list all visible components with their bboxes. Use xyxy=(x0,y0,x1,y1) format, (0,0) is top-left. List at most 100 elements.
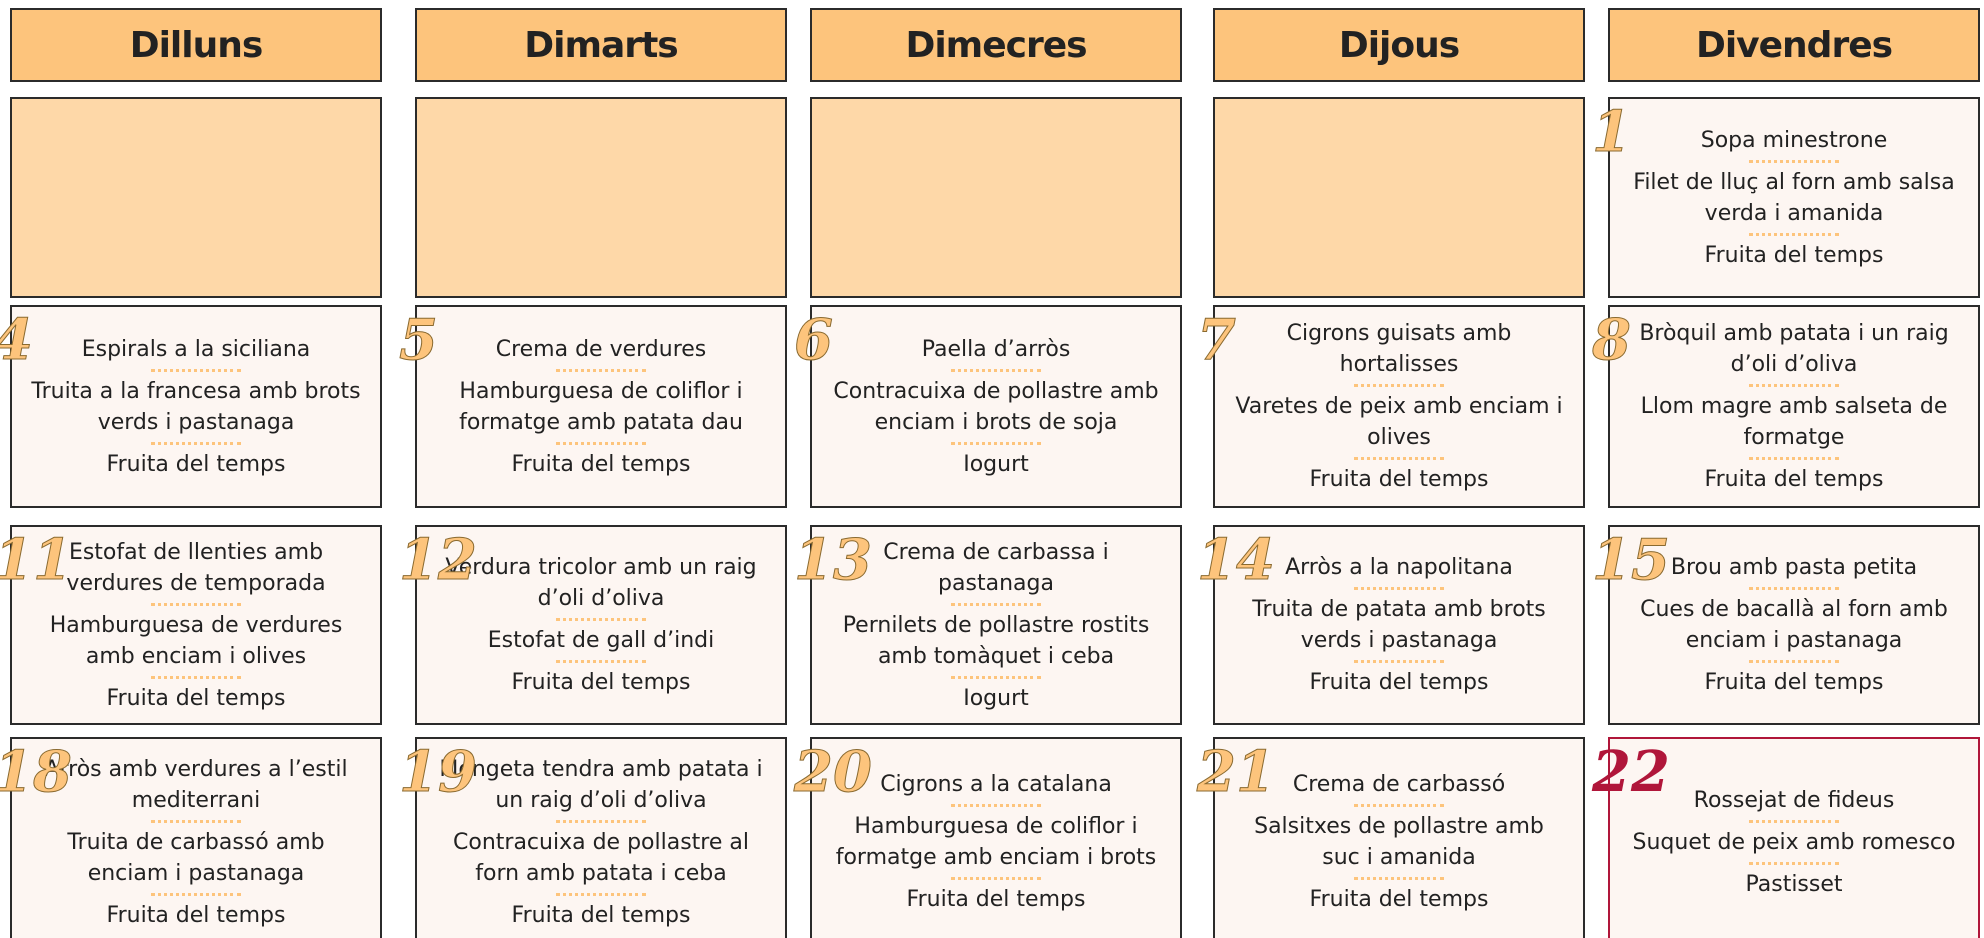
separator xyxy=(1749,384,1839,387)
dish: Crema de verdures xyxy=(495,336,707,362)
day-header: Dimecres xyxy=(810,8,1182,82)
dish: Crema de carbassa i pastanaga xyxy=(883,539,1109,596)
day-header: Dimarts xyxy=(415,8,787,82)
separator xyxy=(1354,660,1444,663)
dish: Espirals a la siciliana xyxy=(81,336,311,362)
dish: Fruita del temps xyxy=(511,670,691,695)
day-number: 21 xyxy=(1197,739,1276,806)
menu-cell: 11 Estofat de llenties amb verdures de te… xyxy=(0,525,382,725)
dish: Iogurt xyxy=(963,451,1029,477)
separator xyxy=(151,368,241,372)
separator xyxy=(951,675,1041,679)
separator xyxy=(951,368,1041,372)
menu-cell: 1 Sopa minestrone Filet de lluç al forn am… xyxy=(1592,97,1980,298)
dish: Mongeta tendra amb patata i un raig d’ol… xyxy=(439,756,763,813)
menu-cell: 6 Paella d’arròs Contracuixa de pollastre … xyxy=(794,305,1182,508)
separator xyxy=(556,441,646,445)
separator xyxy=(556,618,646,621)
dish: Pernilets de pollastre rostits amb tomàq… xyxy=(842,612,1150,669)
day-header: Dilluns xyxy=(10,8,382,82)
separator xyxy=(556,368,646,372)
separator xyxy=(1749,660,1839,663)
dish: Brou amb pasta petita xyxy=(1670,555,1918,580)
day-number: 19 xyxy=(399,739,478,806)
dish: Fruita del temps xyxy=(1704,242,1884,268)
separator xyxy=(1354,587,1444,590)
separator xyxy=(951,602,1041,606)
dish: Bròquil amb patata i un raig d’oli d’oli… xyxy=(1639,321,1949,377)
separator xyxy=(1354,877,1444,880)
dish: Crema de carbassó xyxy=(1292,772,1506,797)
dish: Arròs a la napolitana xyxy=(1285,555,1513,580)
menu-cell: 5 Crema de verdures Hamburguesa de coliflo… xyxy=(399,305,787,508)
dish: Contracuixa de pollastre amb enciam i br… xyxy=(833,378,1159,435)
separator xyxy=(151,892,241,896)
menu-cell: 22 Rossejat de fideus Suquet de peix amb r… xyxy=(1592,737,1980,938)
separator xyxy=(951,441,1041,445)
dish: Contracuixa de pollastre al forn amb pat… xyxy=(453,829,749,886)
day-header: Dijous xyxy=(1213,8,1585,82)
menu-cell: 8 Bròquil amb patata i un raig d’oli d’ol… xyxy=(1592,305,1980,508)
day-number: 8 xyxy=(1592,307,1632,374)
day-number: 7 xyxy=(1197,307,1237,374)
separator xyxy=(951,804,1041,807)
dish: Fruita del temps xyxy=(106,902,286,928)
dish: Arròs amb verdures a l’estil mediterrani xyxy=(44,756,348,813)
empty-cell xyxy=(1213,97,1585,298)
dish: Truita a la francesa amb brots verds i p… xyxy=(31,378,361,435)
dish: Fruita del temps xyxy=(1704,467,1884,492)
day-number: 20 xyxy=(794,739,873,806)
empty-cell xyxy=(415,97,787,298)
dish: Cigrons a la catalana xyxy=(880,772,1112,797)
dish: Fruita del temps xyxy=(1309,887,1489,912)
dish: Llom magre amb salseta de formatge xyxy=(1640,394,1948,450)
menu-cell: 14 Arròs a la napolitana Truita de patata … xyxy=(1197,525,1585,725)
day-number: 6 xyxy=(794,307,834,374)
dish: Paella d’arròs xyxy=(921,336,1071,362)
separator xyxy=(1354,384,1444,387)
day-number: 13 xyxy=(794,527,873,594)
dish: Fruita del temps xyxy=(106,685,286,711)
menu-cell: 13 Crema de carbassa i pastanaga Pernilets… xyxy=(794,525,1182,725)
menu-cell: 18 Arròs amb verdures a l’estil mediterra… xyxy=(0,737,382,938)
menu-cell: 12 Verdura tricolor amb un raig d’oli d’o… xyxy=(399,525,787,725)
dish: Fruita del temps xyxy=(1309,670,1489,695)
day-number: 14 xyxy=(1197,527,1276,594)
dish: Fruita del temps xyxy=(1309,467,1489,492)
separator xyxy=(151,441,241,445)
dish: Estofat de llenties amb verdures de temp… xyxy=(66,539,326,596)
dish: Salsitxes de pollastre amb suc i amanida xyxy=(1254,814,1544,870)
dish: Hamburguesa de coliflor i formatge amb p… xyxy=(459,378,743,435)
day-number: 12 xyxy=(399,527,478,594)
day-number: 1 xyxy=(1592,99,1632,166)
dish: Verdura tricolor amb un raig d’oli d’oli… xyxy=(445,555,757,611)
dish: Filet de lluç al forn amb salsa verda i … xyxy=(1633,169,1955,226)
separator xyxy=(151,819,241,823)
dish: Suquet de peix amb romesco xyxy=(1632,829,1956,855)
dish: Rossejat de fideus xyxy=(1693,787,1895,813)
dish: Fruita del temps xyxy=(511,451,691,477)
separator xyxy=(1749,159,1839,163)
separator xyxy=(151,675,241,679)
dish: Cigrons guisats amb hortalisses xyxy=(1286,321,1512,377)
empty-cell xyxy=(10,97,382,298)
dish: Fruita del temps xyxy=(906,887,1086,912)
separator xyxy=(556,660,646,663)
day-number: 15 xyxy=(1592,527,1671,594)
day-number: 18 xyxy=(0,739,72,806)
separator xyxy=(556,892,646,896)
dish: Pastisset xyxy=(1745,871,1843,897)
dish: Truita de patata amb brots verds i pasta… xyxy=(1252,597,1546,653)
separator xyxy=(1749,232,1839,236)
dish: Varetes de peix amb enciam i olives xyxy=(1235,394,1563,450)
separator xyxy=(1354,457,1444,460)
dish: Estofat de gall d’indi xyxy=(487,628,715,653)
dish: Fruita del temps xyxy=(106,451,286,477)
day-header: Divendres xyxy=(1608,8,1980,82)
dish: Iogurt xyxy=(963,685,1029,711)
menu-cell: 19 Mongeta tendra amb patata i un raig d’… xyxy=(399,737,787,938)
menu-cell: 21 Crema de carbassó Salsitxes de pollastr… xyxy=(1197,737,1585,938)
dish: Cues de bacallà al forn amb enciam i pas… xyxy=(1640,597,1948,653)
dish: Fruita del temps xyxy=(1704,670,1884,695)
